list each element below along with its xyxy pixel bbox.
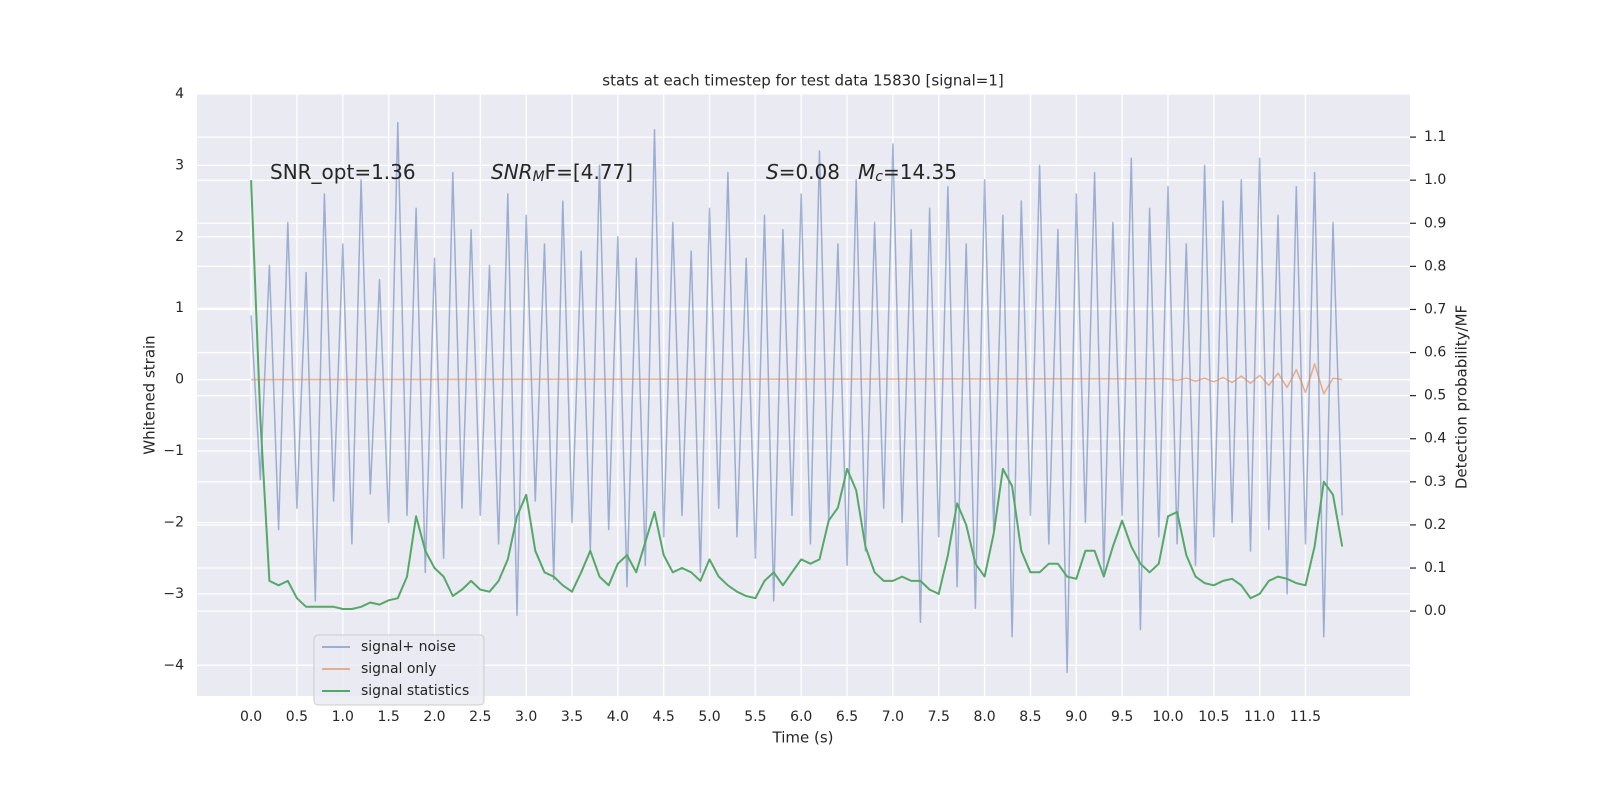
annotation-italic: SNR — [491, 160, 533, 184]
annotations: SNR_opt=1.36 SNRMF=[4.77] S=0.08 Mc=14.35 — [270, 160, 957, 186]
annotation-text: SNR_opt=1.36 — [270, 160, 416, 184]
x-tick-label: 7.5 — [928, 709, 950, 725]
y-tick-label: 4 — [175, 86, 184, 102]
annotation: Mc=14.35 — [858, 160, 957, 186]
x-tick-label: 4.5 — [653, 709, 675, 725]
y2-tick-label: 0.7 — [1424, 301, 1446, 317]
series-line — [250, 180, 1344, 610]
x-tick-label: 6.5 — [836, 709, 858, 725]
legend: signal+ noise signal only signal statistic… — [313, 634, 485, 706]
y2-tick-label: 0.1 — [1424, 560, 1446, 576]
y2-tick-label: 0.9 — [1424, 215, 1446, 231]
annotation-subscript: c — [875, 169, 883, 185]
annotation-text: =14.35 — [883, 160, 957, 184]
x-tick-label: 8.5 — [1019, 709, 1041, 725]
annotation-text: F=[4.77] — [545, 160, 633, 184]
y-tick-label: 3 — [175, 157, 184, 173]
x-tick-label: 2.0 — [423, 709, 445, 725]
x-tick-label: 3.0 — [515, 709, 537, 725]
annotation-subscript: M — [533, 169, 545, 185]
y2-tick-label: 0.2 — [1424, 517, 1446, 533]
x-tick-label: 7.0 — [882, 709, 904, 725]
annotation: SNR_opt=1.36 — [270, 160, 416, 184]
y2-tick-label: 0.4 — [1424, 431, 1446, 447]
series-line — [250, 121, 1343, 674]
y-tick-label: 2 — [175, 229, 184, 245]
y2-tick-label: 0.6 — [1424, 345, 1446, 361]
annotation-text: =0.08 — [779, 160, 840, 184]
x-tick-label: 3.5 — [561, 709, 583, 725]
x-tick-label: 0.0 — [240, 709, 262, 725]
y2-tick-label: 1.1 — [1424, 129, 1446, 145]
x-tick-label: 5.0 — [698, 709, 720, 725]
y-tick-label: −4 — [163, 657, 184, 673]
y2-tick-label: 0.5 — [1424, 388, 1446, 404]
x-tick-label: 9.0 — [1065, 709, 1087, 725]
y-tick-label: −2 — [163, 514, 184, 530]
x-tick-label: 1.5 — [377, 709, 399, 725]
y-axis-label: Whitened strain — [141, 335, 159, 454]
annotation-italic: M — [858, 160, 875, 184]
x-axis-label: Time (s) — [772, 729, 834, 747]
x-tick-label: 8.0 — [973, 709, 995, 725]
y2-tick-label: 0.3 — [1424, 474, 1446, 490]
legend-label: signal statistics — [361, 683, 469, 699]
y-tick-label: −3 — [163, 586, 184, 602]
y2-tick-label: 0.8 — [1424, 258, 1446, 274]
y-tick-label: 1 — [175, 300, 184, 316]
x-tick-label: 5.5 — [744, 709, 766, 725]
x-tick-label: 9.5 — [1111, 709, 1133, 725]
legend-label: signal+ noise — [361, 639, 456, 655]
x-tick-label: 10.5 — [1198, 709, 1229, 725]
y2-tick-label: 1.0 — [1424, 172, 1446, 188]
x-tick-label: 0.5 — [286, 709, 308, 725]
x-tick-label: 1.0 — [332, 709, 354, 725]
series-line — [251, 363, 1343, 395]
grid: 0.0 0.5 1.0 1.5 2.0 2.5 3.0 3.5 4.0 4.5 5.0 5.5 6.0 6… — [163, 86, 1446, 725]
x-tick-label: 11.0 — [1244, 709, 1275, 725]
y2-axis-label: Detection probability/MF — [1453, 305, 1471, 489]
chart-title: stats at each timestep for test data 158… — [602, 72, 1003, 90]
y-tick-label: −1 — [163, 443, 184, 459]
annotation: SNRMF=[4.77] — [491, 160, 633, 186]
x-tick-label: 6.0 — [790, 709, 812, 725]
legend-label: signal only — [361, 661, 436, 677]
y-tick-label: 0 — [175, 372, 184, 388]
legend-box — [313, 634, 485, 706]
annotation: S=0.08 — [766, 160, 840, 184]
annotation-italic: S — [766, 160, 779, 184]
x-tick-label: 4.0 — [607, 709, 629, 725]
x-tick-label: 10.0 — [1152, 709, 1183, 725]
y2-tick-label: 0.0 — [1424, 603, 1446, 619]
x-tick-label: 2.5 — [469, 709, 491, 725]
marks — [250, 121, 1344, 674]
x-tick-label: 11.5 — [1290, 709, 1321, 725]
